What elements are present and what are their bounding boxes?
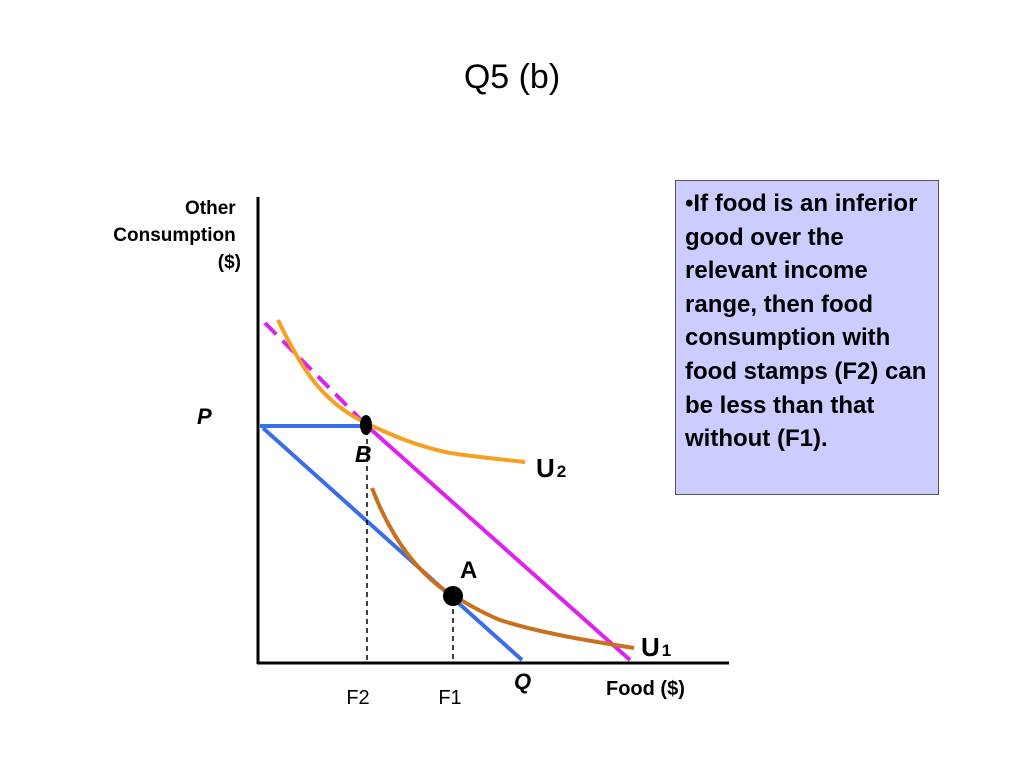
note-box: •If food is an inferior good over the re… [675, 180, 939, 495]
point-a [443, 586, 463, 606]
original-budget-line [261, 426, 524, 662]
label-q: Q [514, 669, 531, 694]
indifference-curve-u2 [276, 319, 526, 464]
x-axis-label: Food ($) [606, 678, 685, 700]
y-axis-label: Other Consumption ($) [113, 198, 241, 273]
indifference-curve-u1 [370, 487, 635, 650]
slide-title: Q5 (b) [463, 58, 561, 96]
label-a: A [460, 557, 477, 584]
subsidized-budget-line [365, 424, 632, 662]
subsidized-budget-line-dashed [263, 321, 369, 428]
label-b: B [355, 441, 372, 467]
point-b [360, 415, 372, 435]
y-axis-label-line-1: Other [185, 198, 236, 219]
label-u1-subscript: 1 [662, 641, 671, 660]
tick-label-f1: F1 [438, 687, 461, 709]
label-u2-subscript: 2 [557, 462, 566, 481]
tick-label-f2: F2 [346, 687, 369, 709]
y-axis-label-line-2: Consumption [113, 225, 235, 246]
label-p: P [197, 404, 212, 429]
label-u2-letter: U [536, 453, 555, 483]
y-axis-label-line-3: ($) [218, 252, 241, 273]
label-u1-letter: U [641, 632, 660, 662]
